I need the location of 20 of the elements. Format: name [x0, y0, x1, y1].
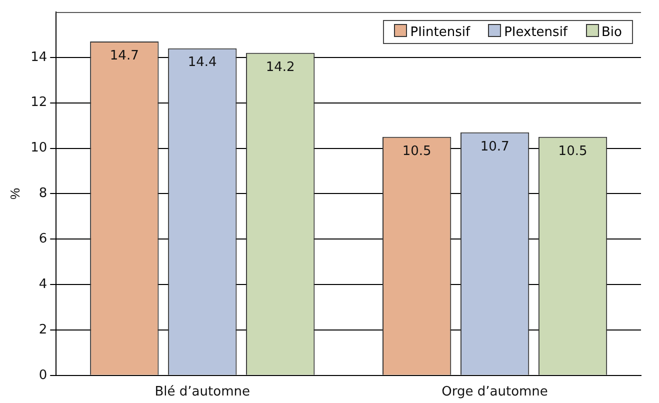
data-label: 14.2 [266, 60, 295, 75]
data-label: 10.7 [480, 139, 510, 154]
legend-label: PIextensif [503, 24, 568, 40]
data-label: 14.4 [188, 55, 217, 70]
data-label: 10.5 [558, 144, 588, 159]
data-label: 14.7 [110, 48, 139, 64]
y-tick-label: 10 [30, 140, 48, 156]
data-label: 10.5 [402, 144, 432, 159]
x-tick-label: Blé d’automne [154, 384, 250, 400]
y-tick-label: 4 [38, 276, 48, 292]
y-tick-label: 6 [38, 232, 48, 246]
legend-label: Bio [600, 24, 622, 40]
y-tick-label: 12 [30, 95, 48, 110]
y-axis-title: % [7, 187, 22, 200]
y-tick-label: 14 [30, 50, 48, 65]
x-tick-label: Orge d’automne [442, 384, 548, 400]
y-tick-label: 0 [38, 368, 48, 383]
legend-label: PIintensif [409, 24, 470, 40]
y-tick-label: 8 [38, 186, 48, 202]
y-tick-label: 2 [38, 322, 48, 338]
